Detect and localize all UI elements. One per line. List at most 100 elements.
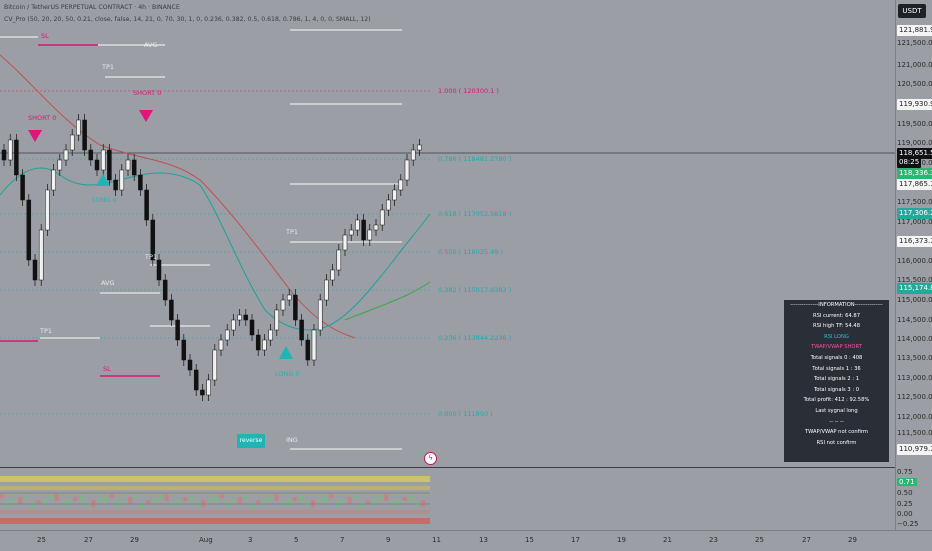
info-table-row: Total signals 3 : 0 [813, 386, 860, 393]
price-tag: 121,881.9 [897, 25, 932, 36]
price-axis-label: 112,500.0 [897, 393, 932, 401]
candle-body [317, 299, 323, 331]
subpane-bar [317, 498, 322, 502]
subpane-bar [170, 501, 175, 505]
subpane-bar [12, 499, 17, 503]
stop-loss-lines [0, 44, 160, 377]
subpane-bar [262, 498, 267, 505]
candle-body [76, 119, 81, 136]
time-axis-label: 29 [848, 536, 857, 544]
candle-body [69, 134, 75, 151]
time-axis[interactable]: 25 27 29 Aug 3 5 7 9 11 13 15 17 19 21 23 25 27 29 [0, 530, 932, 551]
candle-body [156, 259, 162, 281]
info-table-row: -- -- -- [829, 418, 844, 425]
price-axis-label: 121,500.0 [897, 39, 932, 47]
indicator-legend[interactable]: CV_Pro (50, 20, 20, 50, 0.21, close, fal… [4, 16, 371, 23]
candle-body [255, 334, 261, 351]
candlesticks [1, 114, 422, 401]
subpane-bar [378, 496, 383, 500]
time-axis-label: 21 [663, 536, 672, 544]
long-signal-icon [279, 346, 293, 359]
subpane-bar [256, 500, 261, 504]
candle-body [138, 174, 143, 191]
subpane-bar [268, 496, 273, 500]
candle-body [274, 309, 280, 331]
subpane-bar [323, 496, 328, 503]
info-table-row: RSI current: 64.87 [812, 312, 861, 319]
candle-body [417, 144, 422, 151]
time-axis-label: 3 [248, 536, 253, 544]
candle-body [249, 319, 255, 336]
candle-body [88, 149, 94, 161]
price-axis-label: 114,500.0 [897, 316, 932, 324]
time-axis-label: 25 [37, 536, 46, 544]
subpane-bar [353, 495, 358, 499]
info-table-row: RSI LONG [824, 333, 849, 340]
subpane-bar [54, 494, 59, 501]
subpane-axis-label: 0.75 [897, 468, 913, 476]
price-tag: 118,651.5 [897, 148, 932, 159]
currency-button[interactable]: USDT [898, 4, 926, 18]
price-axis-label: 119,500.0 [897, 120, 932, 128]
subpane-bar [128, 497, 133, 504]
price-axis-label: 113,500.0 [897, 354, 932, 362]
candle-body [386, 199, 391, 211]
subpane-bar [372, 498, 377, 505]
subpane-bar [359, 502, 364, 509]
subpane-bar [146, 500, 151, 504]
candle-body [100, 149, 106, 171]
price-axis[interactable]: 121,500.0121,000.0120,500.0120,000.0119,… [895, 0, 932, 530]
candle-body [26, 199, 32, 261]
subpane-bar [122, 499, 126, 503]
price-axis-label: 117,000.0 [897, 218, 932, 226]
price-axis-label: 111,500.0 [897, 429, 932, 437]
subpane-bar [164, 494, 169, 501]
subpane-axis-label: −0.25 [897, 520, 919, 528]
price-tag: 110,979.1 [897, 444, 932, 455]
time-axis-label: 11 [432, 536, 441, 544]
tp1-label: TP1 [102, 63, 115, 71]
subpane-bar [274, 494, 279, 501]
chart-area[interactable]: Bitcoin / TetherUS PERPETUAL CONTRACT · … [0, 0, 895, 466]
time-axis-label: 15 [525, 536, 534, 544]
subpane-bar [18, 497, 23, 504]
time-axis-label: 25 [755, 536, 764, 544]
candle-body [150, 219, 156, 261]
candle-body [330, 269, 335, 281]
lightning-icon[interactable]: ϟ [424, 452, 437, 465]
info-table-row: RSI not confirm [816, 439, 857, 446]
candle-body [193, 369, 199, 391]
candle-body [404, 159, 410, 181]
subpane-bar [91, 500, 96, 507]
candle-body [45, 189, 50, 231]
level-markers [0, 29, 402, 450]
reverse-badge: reverse [237, 434, 265, 448]
candle-body [218, 339, 224, 351]
subpane-bar [286, 499, 291, 506]
candle-body [181, 339, 187, 361]
subpane-bar [61, 501, 65, 505]
info-table-row: Total signals 1 : 36 [812, 365, 861, 372]
subpane-bar [97, 498, 102, 502]
price-tag: 115,174.8 [897, 283, 932, 294]
candle-body [175, 319, 180, 341]
long-signal-label: LONG 0 [275, 370, 300, 378]
indicator-subpane[interactable] [0, 467, 895, 531]
price-tag: 116,373.1 [897, 236, 932, 247]
subpane-bar [0, 494, 4, 498]
subpane-bar [231, 499, 236, 503]
candle-body [224, 329, 230, 341]
avg-label: AVG [144, 41, 158, 49]
fib-label-0382: 0.382 ( 115017.9382 ) [438, 286, 512, 294]
fib-label-0000: 0.000 ( 111850 ) [438, 410, 493, 418]
subpane-bar [67, 499, 72, 506]
candle-body [336, 249, 342, 271]
price-axis-label: 119,000.0 [897, 139, 932, 147]
short-signal-label: SHORT 0 [28, 114, 57, 122]
long-signal-label: LONG 0 [92, 196, 117, 204]
candle-body [237, 314, 242, 321]
candle-body [293, 294, 298, 321]
candle-body [125, 159, 131, 171]
subpane-bar [201, 500, 206, 507]
fib-lines [0, 90, 895, 415]
